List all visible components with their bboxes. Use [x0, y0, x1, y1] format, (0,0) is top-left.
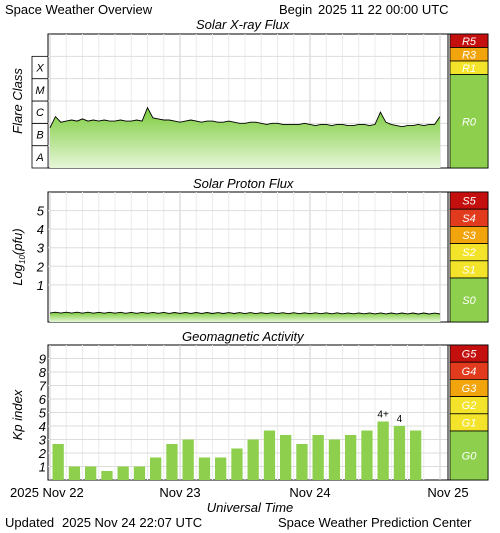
xray-scale-box-r0 — [449, 74, 489, 169]
x-tick-label: Nov 24 — [289, 485, 330, 500]
kp-scale-label-g0: G0 — [462, 451, 478, 463]
kp-bar — [345, 435, 357, 480]
kp-bar — [150, 457, 162, 480]
geomag-title: Geomagnetic Activity — [182, 329, 304, 344]
xray-scale-label-r3: R3 — [462, 49, 477, 61]
kp-ylabel: Kp index — [10, 389, 25, 440]
proton-scale-label-s5: S5 — [462, 196, 476, 208]
proton-title: Solar Proton Flux — [193, 176, 294, 191]
xray-tick-m: M — [35, 85, 45, 97]
kp-tick-label: 6 — [39, 392, 47, 407]
proton-tick-label: 3 — [37, 241, 45, 256]
kp-bar — [52, 444, 64, 480]
xray-tick-c: C — [36, 107, 44, 119]
proton-tick-label: 4 — [37, 222, 44, 237]
proton-scale-label-s1: S1 — [462, 264, 475, 276]
xray-scale-label-r0: R0 — [462, 116, 477, 128]
kp-bar — [231, 448, 243, 480]
kp-scale-label-g2: G2 — [462, 400, 477, 412]
updated-value: 2025 Nov 24 22:07 UTC — [62, 515, 203, 530]
panel-frame — [47, 191, 489, 323]
kp-bar — [296, 444, 308, 480]
xray-tick-b: B — [36, 130, 43, 142]
page-title: Space Weather Overview — [5, 2, 153, 17]
kp-bar — [198, 457, 211, 480]
x-tick-label: Nov 25 — [427, 485, 468, 500]
proton-scale-label-s3: S3 — [462, 230, 476, 242]
xray-title: Solar X-ray Flux — [196, 17, 290, 32]
kp-tick-label: 1 — [39, 460, 46, 475]
kp-bar — [312, 435, 324, 480]
kp-tick-label: 2 — [38, 446, 47, 461]
kp-bar — [68, 466, 81, 480]
kp-bar — [247, 439, 259, 480]
proton-tick-label: 5 — [37, 204, 45, 219]
kp-bar — [361, 430, 373, 480]
kp-bar — [85, 466, 97, 480]
x-tick-label: 2025 Nov 22 — [10, 485, 84, 500]
begin-value: 2025 11 22 00:00 UTC — [318, 2, 449, 17]
proton-scale-label-s2: S2 — [462, 247, 475, 259]
kp-bar — [280, 435, 292, 480]
x-axis-label: Universal Time — [207, 500, 294, 515]
kp-tick-label: 7 — [39, 379, 47, 394]
kp-bar-label: 4 — [397, 414, 403, 425]
kp-scale-label-g1: G1 — [462, 417, 477, 429]
kp-bar — [101, 471, 113, 480]
proton-ylabel: Log10(pfu) — [10, 228, 27, 285]
kp-bar — [410, 430, 422, 480]
kp-bar — [117, 466, 129, 480]
proton-flux-area — [50, 312, 440, 322]
proton-tick-label: 2 — [36, 259, 45, 274]
credit-text: Space Weather Prediction Center — [278, 515, 472, 530]
proton-scale-label-s0: S0 — [462, 295, 476, 307]
proton-scale-label-s4: S4 — [462, 213, 475, 225]
proton-scale-box-s0 — [449, 277, 489, 323]
xray-tick-a: A — [35, 152, 43, 164]
kp-tick-label: 8 — [39, 365, 47, 380]
kp-bar — [166, 444, 178, 480]
kp-bar — [393, 426, 406, 480]
kp-scale-label-g3: G3 — [462, 383, 478, 395]
xray-scale-label-r1: R1 — [462, 63, 476, 75]
x-tick-label: Nov 23 — [159, 485, 200, 500]
kp-scale-label-g4: G4 — [462, 366, 477, 378]
kp-bar-label: 4+ — [377, 410, 389, 421]
kp-bar — [133, 466, 146, 480]
kp-scale-box-g0 — [449, 430, 489, 481]
proton-tick-label: 1 — [37, 278, 44, 293]
kp-bar — [377, 421, 389, 480]
xray-flux-area — [50, 107, 440, 168]
kp-tick-label: 5 — [39, 406, 47, 421]
xray-tick-x: X — [35, 63, 44, 75]
kp-bar — [328, 439, 341, 480]
kp-tick-label: 3 — [39, 433, 47, 448]
kp-tick-label: 9 — [39, 352, 46, 367]
proton-flux-line — [49, 311, 441, 315]
xray-flux-line — [49, 106, 441, 128]
kp-bar — [215, 457, 227, 480]
xray-scale-label-r5: R5 — [462, 36, 477, 48]
kp-tick-label: 4 — [39, 419, 46, 434]
begin-label: Begin — [279, 2, 313, 17]
kp-bar — [263, 430, 276, 480]
updated-label: Updated — [5, 515, 55, 530]
xray-tick-box — [31, 55, 49, 80]
kp-scale-label-g5: G5 — [462, 349, 478, 361]
xray-ylabel: Flare Class — [10, 68, 25, 134]
kp-bar — [182, 439, 194, 480]
